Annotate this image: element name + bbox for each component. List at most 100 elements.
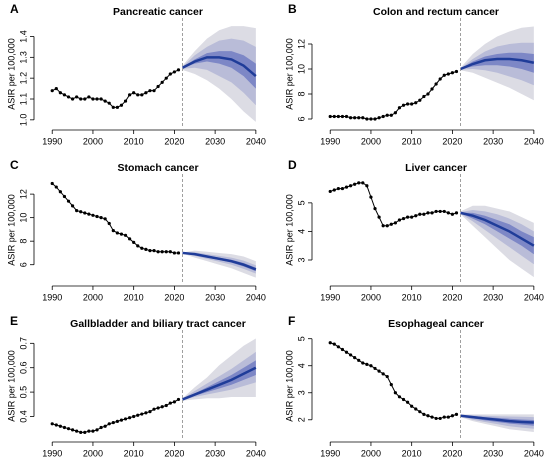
observed-point	[357, 116, 361, 120]
y-axis-label: ASIR per 100,000	[284, 350, 294, 422]
observed-point	[119, 232, 124, 236]
observed-point	[434, 209, 438, 214]
y-tick-label: 5	[296, 336, 306, 341]
observed-point	[75, 95, 79, 99]
x-tick-label: 2000	[83, 136, 103, 146]
observed-point	[401, 103, 406, 107]
observed-point	[115, 105, 119, 109]
observed-point	[123, 417, 128, 421]
x-tick-label: 2030	[483, 136, 503, 146]
panel-letter: F	[288, 314, 295, 328]
observed-point	[111, 105, 115, 109]
observed-point	[160, 250, 164, 254]
observed-point	[50, 181, 54, 186]
observed-point	[365, 117, 369, 121]
y-tick-label: 10	[18, 213, 28, 223]
observed-point	[176, 397, 181, 402]
x-tick-label: 2020	[164, 136, 184, 146]
x-tick-label: 1990	[42, 136, 62, 146]
observed-point	[393, 221, 397, 225]
observed-point	[344, 185, 349, 189]
observed-point	[414, 101, 418, 105]
x-tick-label: 2010	[124, 448, 144, 458]
projection-line	[460, 414, 534, 424]
observed-point	[91, 429, 95, 433]
observed-point	[357, 181, 361, 185]
y-axis-label: ASIR per 100,000	[6, 38, 16, 110]
observed-point	[365, 184, 369, 188]
observed-line	[330, 342, 457, 419]
observed-point	[340, 347, 345, 352]
observed-point	[430, 211, 434, 215]
observed-point	[397, 106, 402, 110]
y-tick-label: 4	[296, 363, 306, 368]
observed-point	[87, 212, 91, 216]
observed-point	[438, 209, 442, 214]
observed-point	[340, 114, 345, 119]
y-tick-label: 1.1	[18, 93, 28, 106]
x-tick-label: 2040	[524, 292, 544, 302]
observed-point	[111, 228, 115, 233]
y-tick-label: 3	[296, 390, 306, 395]
panel-letter: B	[288, 2, 297, 16]
panel-letter: C	[10, 158, 19, 172]
observed-point	[95, 214, 99, 219]
y-tick-label: 1.0	[18, 114, 28, 127]
observed-point	[87, 95, 91, 99]
observed-point	[156, 84, 160, 89]
x-tick-label: 1990	[320, 448, 340, 458]
observed-point	[357, 358, 361, 362]
observed-point	[450, 414, 454, 418]
observed-point	[422, 412, 426, 416]
observed-point	[164, 403, 168, 408]
observed-point	[336, 186, 340, 191]
y-tick-label: 10	[296, 64, 306, 74]
projection-line	[460, 57, 535, 71]
observed-point	[328, 189, 332, 194]
observed-point	[62, 425, 67, 430]
observed-point	[434, 82, 438, 86]
y-axis-label: ASIR per 100,000	[284, 194, 294, 266]
y-tick-label: 8	[296, 91, 306, 96]
observed-point	[168, 250, 172, 254]
observed-point	[406, 102, 410, 106]
observed-point	[406, 400, 410, 404]
x-tick-label: 2040	[246, 292, 266, 302]
observed-point	[381, 114, 385, 119]
x-tick-label: 2020	[442, 136, 462, 146]
observed-point	[373, 366, 377, 371]
observed-point	[70, 428, 75, 432]
observed-point	[369, 364, 373, 368]
observed-point	[328, 114, 332, 119]
x-tick-label: 1990	[42, 292, 62, 302]
observed-point	[87, 429, 91, 433]
observed-point	[66, 427, 71, 431]
observed-point	[353, 356, 357, 360]
observed-point	[385, 224, 389, 228]
observed-point	[128, 237, 132, 241]
y-tick-label: 6	[296, 116, 306, 121]
observed-point	[373, 206, 377, 211]
observed-point	[438, 416, 442, 421]
y-axis-label: ASIR per 100,000	[6, 194, 16, 266]
panel-title: Stomach cancer	[117, 162, 198, 174]
observed-point	[62, 194, 67, 199]
observed-point	[348, 353, 353, 357]
panel-title: Gallbladder and biliary tract cancer	[70, 318, 246, 330]
x-tick-label: 1990	[42, 448, 62, 458]
observed-point	[442, 209, 446, 214]
observed-point	[454, 412, 459, 416]
observed-point	[454, 211, 459, 215]
observed-point	[401, 397, 406, 402]
observed-point	[442, 415, 446, 419]
observed-point	[140, 246, 144, 250]
observed-point	[50, 89, 54, 93]
y-tick-label: 1.3	[18, 51, 28, 64]
observed-point	[454, 69, 459, 74]
observed-point	[152, 407, 156, 411]
observed-point	[176, 251, 181, 255]
x-tick-label: 2030	[205, 292, 225, 302]
panel-title: Colon and rectum cancer	[373, 6, 499, 18]
observed-point	[393, 391, 397, 395]
